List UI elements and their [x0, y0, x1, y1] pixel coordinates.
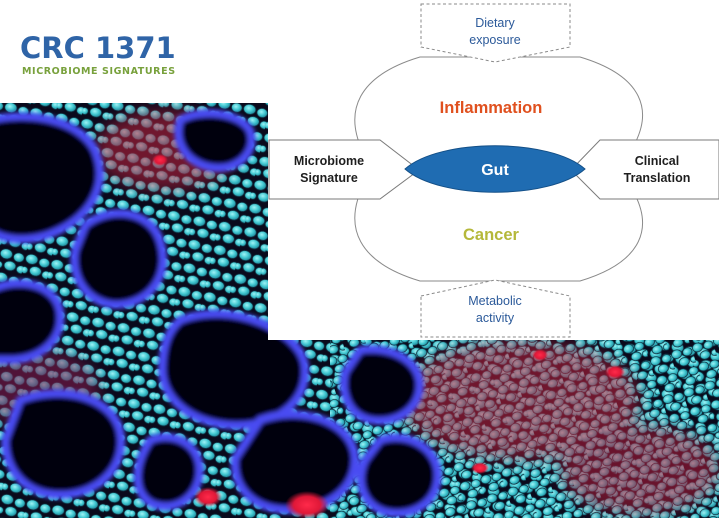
dietary-exposure-box — [420, 3, 571, 63]
lower-lobe — [354, 179, 643, 282]
diagram: Dietary exposure Metabolic activity Micr… — [268, 3, 719, 338]
microbiome-signature-line2: Signature — [300, 171, 358, 185]
clinical-translation-line2: Translation — [624, 171, 691, 185]
gut-node — [404, 145, 586, 193]
inflammation-label: Inflammation — [440, 99, 543, 117]
dietary-exposure-line2: exposure — [469, 33, 520, 47]
logo-title: CRC 1371 — [20, 31, 176, 65]
metabolic-activity-box — [420, 279, 571, 338]
gut-label: Gut — [481, 162, 509, 179]
dietary-exposure-line1: Dietary — [475, 16, 515, 30]
microbiome-signature-arrow — [268, 139, 420, 200]
clinical-translation-line1: Clinical — [635, 154, 679, 168]
metabolic-activity-line2: activity — [476, 311, 515, 325]
metabolic-activity-line1: Metabolic — [468, 294, 522, 308]
logo-subtitle: MICROBIOME SIGNATURES — [22, 66, 176, 77]
clinical-translation-arrow — [570, 139, 719, 200]
microbiome-signature-line1: Microbiome — [294, 154, 364, 168]
cancer-label: Cancer — [463, 226, 520, 244]
